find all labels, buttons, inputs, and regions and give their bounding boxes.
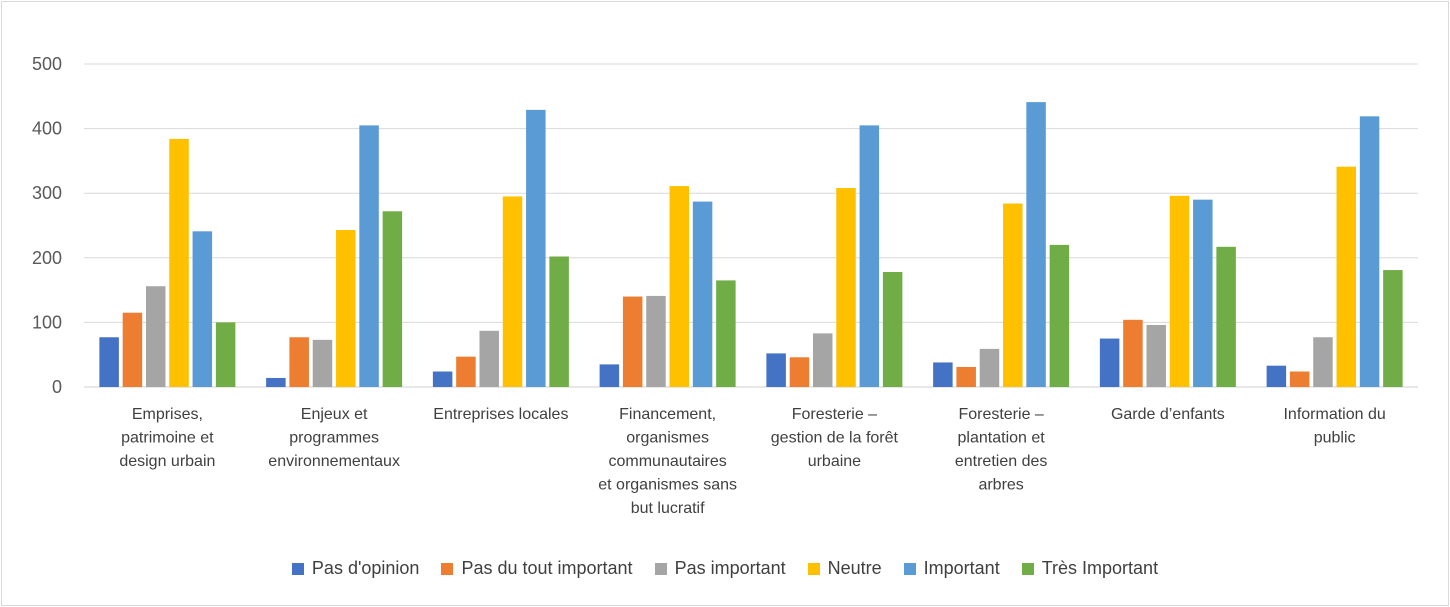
x-tick-label: organismes bbox=[626, 430, 709, 447]
bar bbox=[1123, 319, 1143, 387]
legend-item: Important bbox=[903, 558, 1000, 579]
y-tick-label: 300 bbox=[32, 183, 62, 203]
legend-label: Pas important bbox=[674, 558, 786, 578]
bar bbox=[1313, 337, 1333, 387]
bar bbox=[215, 322, 236, 387]
bar bbox=[599, 364, 620, 387]
legend-item: Pas important bbox=[654, 558, 786, 579]
bar bbox=[312, 339, 333, 387]
bar bbox=[1026, 102, 1046, 387]
legend-label: Neutre bbox=[827, 558, 882, 578]
x-tick-label: environnementaux bbox=[268, 453, 400, 470]
x-tick-label: entretien des bbox=[955, 453, 1048, 470]
bar bbox=[192, 231, 213, 387]
x-tick-label: Enjeux et bbox=[301, 406, 368, 423]
bar bbox=[622, 296, 643, 387]
legend: Pas d'opinion Pas du tout important Pas im… bbox=[0, 558, 1450, 579]
bar bbox=[479, 330, 499, 387]
bar bbox=[382, 211, 403, 387]
bar bbox=[145, 286, 166, 387]
bar bbox=[1099, 338, 1120, 387]
bar bbox=[1169, 195, 1190, 387]
bar bbox=[1383, 270, 1403, 387]
bar bbox=[549, 256, 569, 387]
bar bbox=[526, 109, 546, 387]
y-tick-label: 200 bbox=[32, 248, 62, 268]
legend-swatch bbox=[291, 562, 304, 575]
bar bbox=[882, 272, 903, 387]
x-tick-label: public bbox=[1314, 430, 1356, 447]
x-tick-label: Foresterie – bbox=[792, 406, 877, 423]
bar bbox=[789, 357, 810, 387]
x-tick-label: programmes bbox=[289, 430, 379, 447]
bar bbox=[836, 188, 856, 387]
bar bbox=[456, 356, 476, 387]
y-tick-label: 0 bbox=[52, 377, 62, 397]
bar bbox=[812, 333, 833, 387]
legend-label: Important bbox=[923, 558, 1000, 578]
bar bbox=[1336, 166, 1357, 387]
bar bbox=[1146, 324, 1166, 387]
bar bbox=[1193, 199, 1213, 387]
x-tick-label: Emprises, bbox=[132, 406, 203, 423]
x-tick-label: communautaires bbox=[608, 453, 726, 470]
legend-label: Pas d'opinion bbox=[311, 558, 420, 578]
x-tick-label: Garde d’enfants bbox=[1111, 406, 1225, 423]
bar bbox=[1266, 365, 1287, 387]
legend-swatch bbox=[807, 562, 820, 575]
y-tick-label: 100 bbox=[32, 312, 62, 332]
bar bbox=[1003, 203, 1023, 387]
bar bbox=[432, 371, 453, 387]
bar bbox=[169, 138, 189, 387]
x-tick-label: design urbain bbox=[119, 453, 215, 470]
x-tick-label: gestion de la forêt bbox=[771, 430, 899, 447]
x-tick-label: patrimoine et bbox=[121, 430, 214, 447]
x-tick-label: Foresterie – bbox=[958, 406, 1043, 423]
bar bbox=[359, 125, 379, 388]
x-tick-label: urbaine bbox=[808, 453, 861, 470]
bar bbox=[99, 337, 119, 387]
legend-item: Très Important bbox=[1021, 558, 1159, 579]
x-tick-label: but lucratif bbox=[631, 500, 705, 517]
bar bbox=[979, 348, 1000, 387]
bar bbox=[502, 196, 523, 387]
bar bbox=[669, 186, 690, 387]
bar bbox=[1216, 246, 1236, 387]
legend-label: Très Important bbox=[1041, 558, 1159, 578]
bar bbox=[122, 312, 143, 387]
y-tick-label: 500 bbox=[32, 54, 62, 74]
legend-swatch bbox=[1021, 562, 1034, 575]
bar bbox=[336, 230, 356, 387]
legend-item: Pas d'opinion bbox=[291, 558, 420, 579]
bar bbox=[956, 366, 976, 387]
bar bbox=[266, 377, 286, 387]
bar bbox=[859, 125, 880, 388]
legend-item: Neutre bbox=[807, 558, 882, 579]
bar bbox=[1049, 244, 1070, 387]
y-tick-label: 400 bbox=[32, 119, 62, 139]
bar bbox=[646, 295, 666, 387]
legend-item: Pas du tout important bbox=[441, 558, 633, 579]
legend-swatch bbox=[654, 562, 667, 575]
x-tick-label: Financement, bbox=[619, 406, 716, 423]
bar bbox=[692, 201, 713, 387]
legend-swatch bbox=[903, 562, 916, 575]
bar bbox=[1289, 371, 1310, 387]
bar bbox=[766, 353, 786, 387]
legend-swatch bbox=[441, 562, 454, 575]
x-tick-label: et organismes sans bbox=[598, 477, 737, 494]
bar bbox=[933, 362, 953, 387]
x-tick-label: Entreprises locales bbox=[433, 406, 568, 423]
x-tick-label: Information du bbox=[1283, 406, 1385, 423]
x-tick-label: plantation et bbox=[958, 430, 1046, 447]
bar bbox=[1359, 116, 1380, 388]
legend-label: Pas du tout important bbox=[461, 558, 633, 578]
x-tick-label: arbres bbox=[978, 477, 1023, 494]
bar bbox=[289, 337, 309, 387]
bar bbox=[716, 280, 736, 387]
